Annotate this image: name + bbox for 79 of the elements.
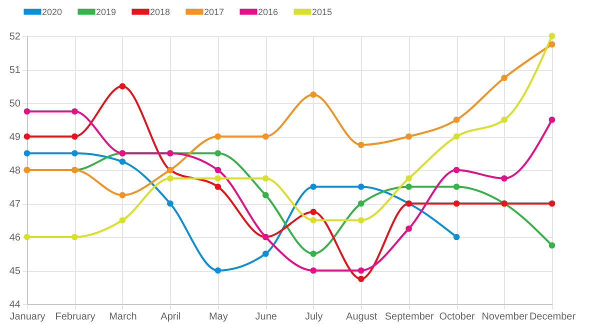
point	[358, 142, 364, 148]
y-tick-label: 44	[9, 300, 21, 310]
point	[72, 234, 78, 240]
point	[262, 175, 269, 182]
point	[310, 91, 317, 98]
point	[310, 250, 317, 257]
point	[453, 184, 460, 190]
point	[406, 175, 412, 182]
point	[358, 184, 364, 190]
point	[548, 32, 556, 40]
point	[358, 217, 364, 224]
point	[310, 208, 317, 216]
point	[119, 217, 126, 224]
x-tick-label: July	[304, 312, 323, 322]
point	[214, 184, 222, 190]
point	[214, 133, 222, 140]
point	[24, 108, 30, 115]
point	[453, 200, 460, 207]
x-tick-label: December	[529, 312, 576, 322]
point	[119, 158, 126, 165]
x-tick-label: September	[384, 312, 434, 322]
point	[214, 166, 222, 174]
x-tick-label: August	[346, 312, 378, 322]
x-tick-label: June	[255, 312, 278, 322]
x-tick-label: April	[160, 312, 181, 322]
point	[72, 133, 78, 140]
legend-label: 2017	[204, 6, 224, 17]
x-tick-label: March	[109, 312, 137, 322]
point	[119, 83, 126, 90]
point	[358, 267, 364, 274]
point	[262, 250, 269, 257]
point	[310, 184, 317, 190]
point	[501, 74, 508, 82]
point	[167, 200, 174, 207]
y-tick-label: 46	[9, 232, 21, 244]
point	[72, 108, 78, 115]
y-tick-label: 51	[9, 65, 21, 76]
y-tick-label: 48	[9, 166, 21, 176]
legend-label: 2020	[42, 6, 62, 17]
legend-label: 2018	[150, 6, 170, 17]
point	[406, 225, 412, 232]
point	[119, 192, 126, 198]
point	[501, 116, 508, 123]
legend-label: 2019	[96, 6, 116, 17]
y-tick-label: 49	[9, 132, 21, 143]
point	[406, 133, 412, 140]
point	[310, 217, 317, 224]
point	[406, 184, 412, 190]
y-tick-label: 45	[9, 266, 21, 277]
point	[214, 150, 222, 156]
point	[72, 150, 78, 156]
point	[501, 175, 508, 182]
y-tick-label: 50	[9, 98, 21, 110]
x-tick-label: February	[55, 312, 96, 322]
point	[310, 267, 317, 274]
point	[24, 150, 30, 156]
point	[262, 133, 269, 140]
point	[167, 175, 174, 182]
point	[358, 200, 364, 207]
x-tick-label: January	[10, 312, 46, 322]
point	[453, 234, 460, 240]
point	[453, 133, 460, 140]
point	[453, 166, 460, 174]
legend-label: 2016	[258, 6, 278, 17]
x-tick-label: November	[482, 312, 528, 322]
point	[548, 41, 556, 48]
y-tick-label: 52	[9, 32, 21, 42]
point	[548, 200, 556, 207]
legend-label: 2015	[312, 6, 332, 17]
point	[548, 116, 556, 123]
x-tick-label: May	[208, 312, 228, 322]
point	[262, 192, 269, 198]
point	[214, 267, 222, 274]
y-tick-label: 47	[9, 199, 21, 210]
point	[453, 116, 460, 123]
point	[548, 242, 556, 249]
x-tick-label: October	[439, 312, 476, 322]
point	[358, 276, 364, 282]
point	[214, 175, 222, 182]
